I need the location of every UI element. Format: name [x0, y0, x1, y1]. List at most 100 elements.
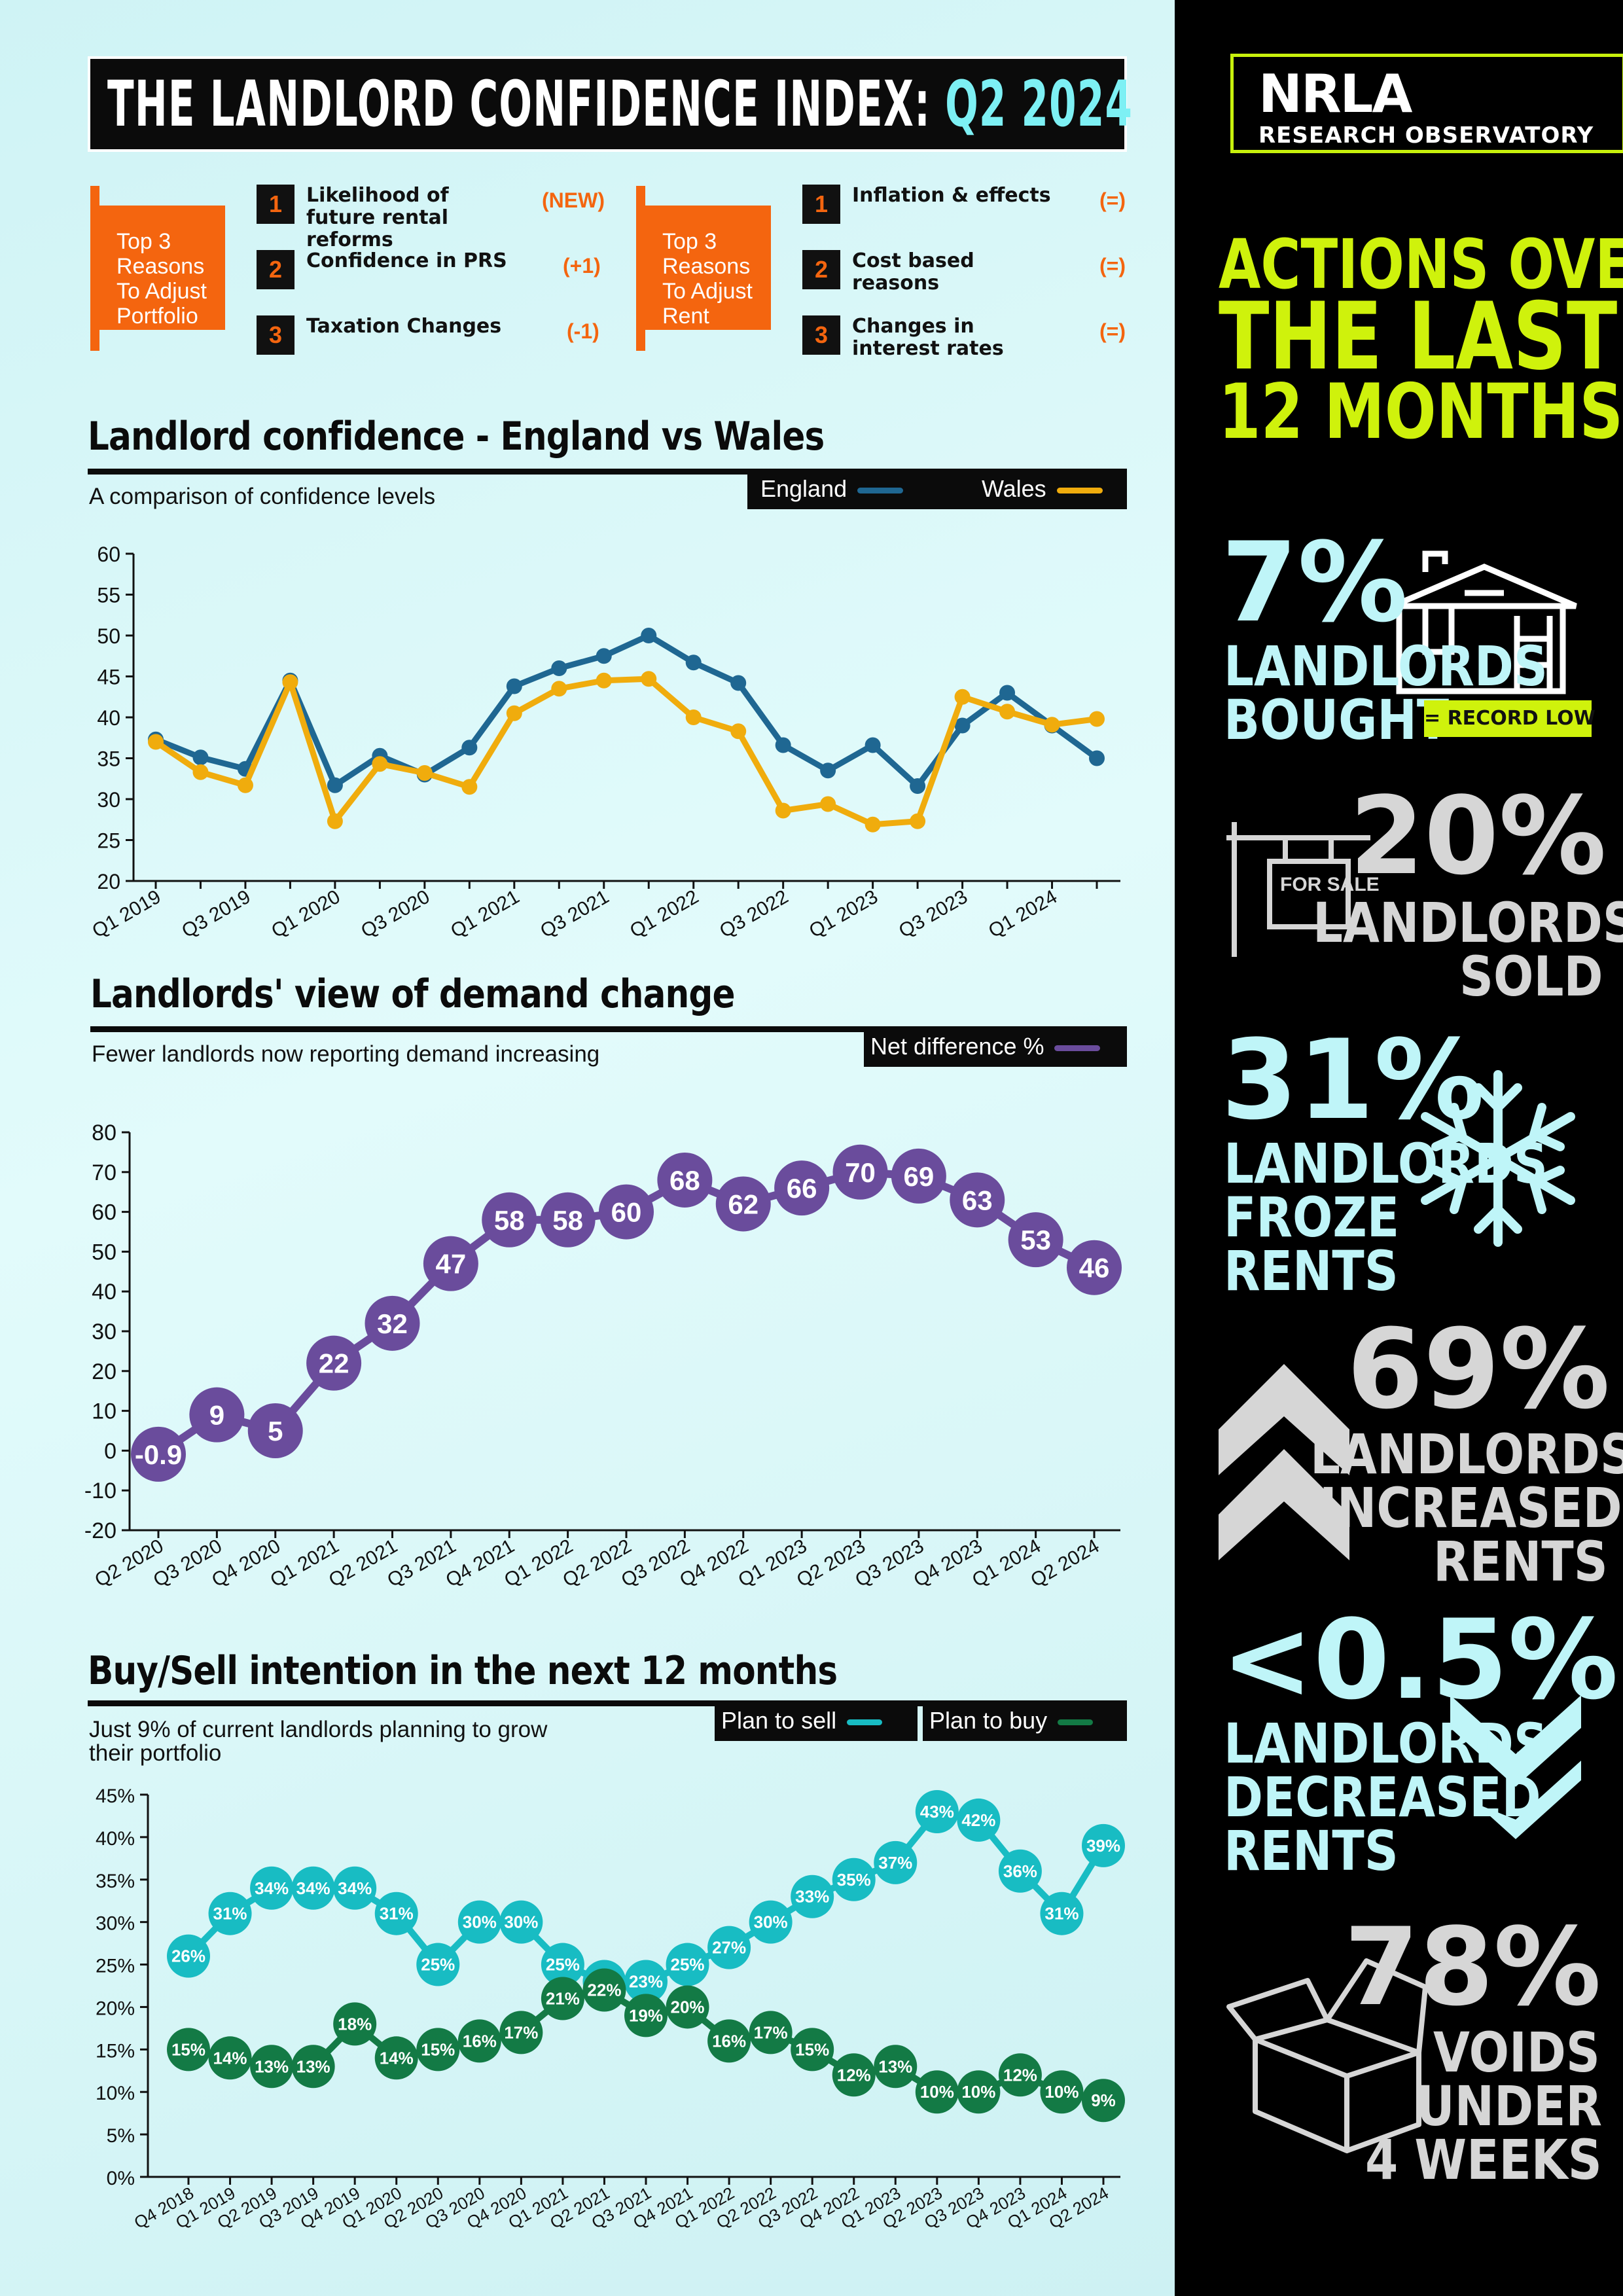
demand-data-label: 22	[319, 1348, 349, 1379]
stat-voids-line2: UNDER	[1416, 2074, 1603, 2138]
stat-decreased-line1: LANDLORDS	[1224, 1712, 1548, 1776]
stat-voids-line3: 4 WEEKS	[1365, 2128, 1602, 2192]
legend-demand: Net difference %	[870, 1026, 1101, 1067]
buysell-point-buy	[998, 2053, 1042, 2097]
demand-point	[423, 1236, 478, 1291]
reason-number: 3	[802, 315, 840, 355]
buysell-y-tick-label: 40%	[96, 1828, 135, 1850]
stat-bought-line1: LANDLORDS	[1224, 634, 1548, 698]
confidence-y-tick-label: 50	[97, 624, 120, 648]
confidence-x-tick-label: Q3 2021	[537, 886, 613, 942]
confidence-point-england	[910, 778, 926, 794]
confidence-y-tick-label: 40	[97, 706, 120, 730]
buysell-data-label-buy: 15%	[421, 2039, 455, 2059]
demand-y-tick-label: -10	[84, 1479, 116, 1503]
demand-point	[950, 1172, 1005, 1228]
actions-line2: THE LAST	[1219, 283, 1618, 391]
confidence-point-wales	[730, 723, 747, 740]
buysell-data-label-sell: 25%	[671, 1955, 705, 1975]
rent-reasons-tab: Top 3 Reasons To Adjust Rent	[636, 186, 771, 351]
confidence-point-england	[641, 628, 657, 643]
demand-point	[832, 1144, 888, 1200]
buysell-point-sell	[874, 1840, 918, 1884]
demand-data-label: 69	[904, 1161, 935, 1192]
rent-reason-3: 3 Changes in interest rates (=)	[802, 315, 1130, 360]
stat-decreased-line2: DECREASED	[1224, 1765, 1541, 1829]
buysell-point-buy	[333, 2002, 377, 2046]
confidence-y-tick-label: 55	[97, 584, 120, 607]
demand-y-tick-label: -20	[84, 1518, 116, 1543]
confidence-point-england	[820, 762, 836, 779]
demand-y-tick-label: 70	[92, 1160, 116, 1185]
demand-point	[715, 1176, 771, 1232]
buysell-point-buy	[416, 2028, 460, 2072]
demand-data-label: 58	[552, 1205, 583, 1236]
buysell-point-buy	[167, 2028, 210, 2072]
demand-point	[1067, 1240, 1122, 1295]
reason-text: Taxation Changes	[306, 315, 502, 338]
reason-change: (+1)	[563, 254, 601, 278]
buysell-point-sell	[374, 1892, 418, 1935]
reason-text: Changes in interest rates	[852, 315, 1004, 360]
confidence-point-wales	[237, 777, 253, 793]
buysell-data-label-buy: 17%	[754, 2022, 788, 2042]
stat-bought-value: 7%	[1221, 518, 1408, 647]
buysell-data-label-buy: 14%	[380, 2048, 414, 2068]
legend-buy: Plan to buy	[923, 1700, 1127, 1741]
portfolio-reasons-tab: Top 3 Reasons To Adjust Portfolio	[90, 186, 225, 351]
stat-increased-value: 69%	[1347, 1305, 1611, 1433]
buysell-data-label-buy: 12%	[1003, 2065, 1037, 2085]
confidence-point-england	[506, 678, 522, 694]
demand-y-tick-label: 40	[92, 1280, 116, 1304]
demand-data-label: 62	[728, 1189, 758, 1219]
demand-point	[247, 1403, 303, 1458]
confidence-x-tick-label: Q3 2019	[178, 886, 254, 942]
demand-title: Landlords' view of demand change	[90, 971, 735, 1017]
demand-data-label: 68	[669, 1165, 700, 1196]
confidence-point-england	[730, 675, 747, 691]
confidence-point-wales	[775, 802, 791, 819]
confidence-point-england	[999, 685, 1016, 701]
buysell-data-label-sell: 31%	[213, 1904, 247, 1924]
buysell-point-sell	[915, 1789, 959, 1833]
stat-decreased-line3: RENTS	[1224, 1819, 1399, 1883]
buysell-data-label-buy: 9%	[1091, 2090, 1116, 2110]
demand-y-tick-label: 50	[92, 1240, 116, 1265]
confidence-y-tick-label: 35	[97, 747, 120, 771]
box-icon	[1226, 1958, 1428, 2153]
buysell-point-buy	[832, 2053, 876, 2097]
confidence-point-wales	[372, 756, 388, 772]
buysell-data-label-sell: 34%	[255, 1878, 289, 1898]
confidence-point-england	[551, 660, 567, 676]
buysell-point-buy	[1082, 2079, 1125, 2123]
buysell-data-label-sell: 43%	[920, 1802, 954, 1821]
logo-sub: RESEARCH OBSERVATORY	[1258, 122, 1594, 149]
legend-sell-swatch	[847, 1719, 883, 1725]
portfolio-reason-3: 3 Taxation Changes (-1)	[257, 315, 599, 357]
reason-text: Inflation & effects	[852, 184, 1051, 207]
confidence-point-wales	[954, 689, 971, 705]
confidence-point-england	[954, 717, 971, 734]
buysell-data-label-buy: 19%	[629, 2005, 663, 2025]
buysell-point-buy	[250, 2045, 294, 2089]
demand-legend: Net difference %	[864, 1026, 1127, 1067]
buysell-point-buy	[957, 2070, 1001, 2114]
reason-text: Cost based reasons	[852, 249, 974, 295]
buysell-point-buy	[291, 2045, 335, 2089]
demand-rule	[90, 1026, 1127, 1032]
buysell-data-label-sell: 42%	[961, 1810, 995, 1830]
demand-point	[1008, 1212, 1063, 1268]
stat-decreased-value: <0.5%	[1221, 1596, 1618, 1724]
buysell-data-label-buy: 15%	[171, 2039, 205, 2059]
buysell-y-tick-label: 20%	[96, 1998, 135, 2019]
confidence-point-wales	[1044, 717, 1060, 733]
demand-point	[131, 1426, 186, 1482]
demand-data-label: 9	[209, 1400, 224, 1431]
confidence-subtitle: A comparison of confidence levels	[89, 484, 436, 509]
demand-data-label: 63	[962, 1185, 993, 1215]
buysell-data-label-sell: 25%	[421, 1955, 455, 1975]
buysell-point-buy	[457, 2019, 501, 2063]
buysell-data-label-sell: 25%	[546, 1955, 580, 1975]
buysell-point-buy	[499, 2011, 543, 2054]
